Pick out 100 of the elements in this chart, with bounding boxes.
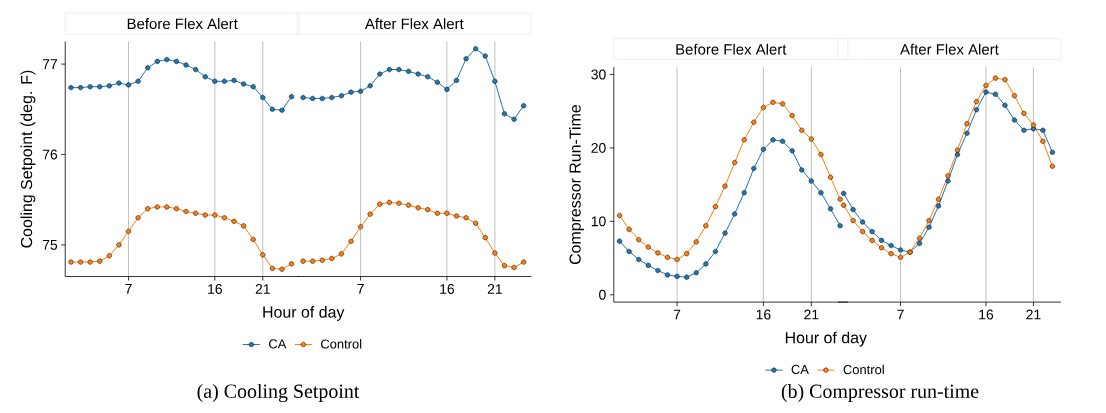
point (145, 65, 151, 71)
point (954, 147, 961, 153)
point (983, 89, 989, 95)
point (125, 228, 132, 234)
point (68, 259, 74, 265)
point (396, 66, 402, 73)
point (358, 88, 364, 94)
point (860, 219, 866, 225)
point (1021, 127, 1027, 133)
point (250, 84, 256, 90)
point (241, 81, 247, 87)
point (636, 237, 642, 243)
point (799, 167, 805, 173)
point (492, 78, 498, 84)
x-tick-label: 7 (357, 284, 364, 294)
point (751, 165, 757, 171)
point (154, 58, 160, 64)
point (1021, 110, 1027, 116)
point (183, 62, 189, 68)
point (1049, 149, 1055, 155)
point (879, 237, 885, 243)
point (655, 267, 661, 274)
y-tick-label: 10 (591, 216, 606, 227)
y-tick-label: 0 (599, 289, 606, 300)
point (684, 274, 690, 280)
x-tick-label: 16 (979, 309, 994, 320)
x-tick-label: 16 (440, 284, 455, 294)
legend-label: Control (843, 364, 884, 375)
point (841, 202, 847, 208)
point (319, 257, 325, 263)
point (310, 258, 316, 264)
point (626, 248, 632, 254)
point (358, 224, 364, 230)
point (973, 99, 980, 105)
point (482, 53, 488, 59)
chart-title: Before Flex Alert (127, 18, 238, 30)
point (703, 261, 709, 267)
point (289, 94, 295, 100)
point (945, 178, 951, 184)
x-tick-label: 21 (487, 284, 502, 294)
x-tick-label: 16 (756, 309, 771, 320)
point (664, 272, 671, 278)
point (173, 206, 180, 212)
point (789, 113, 795, 119)
point (406, 202, 412, 208)
point (319, 95, 325, 102)
point (722, 183, 728, 189)
legend-label: CA (269, 339, 287, 349)
point (916, 235, 923, 241)
point (377, 71, 383, 77)
point (693, 239, 699, 245)
point (674, 256, 680, 263)
point (377, 201, 383, 207)
point (1049, 163, 1055, 169)
point (983, 82, 989, 89)
point (511, 116, 517, 122)
point (221, 78, 227, 84)
point (626, 226, 632, 232)
point (125, 82, 132, 88)
point (869, 229, 875, 235)
y-tick-label: 75 (42, 240, 58, 250)
point (684, 251, 690, 257)
point (898, 247, 904, 253)
chart-title: After Flex Alert (900, 43, 999, 55)
point (964, 130, 970, 136)
point (87, 84, 93, 90)
point (935, 203, 942, 209)
point (1040, 127, 1046, 133)
point (386, 199, 392, 205)
point (202, 212, 208, 218)
y-axis-title: Compressor Run-Time (569, 105, 584, 265)
point (367, 83, 373, 89)
point (154, 204, 160, 210)
point (78, 85, 84, 91)
point (87, 259, 93, 265)
point (722, 230, 728, 236)
x-tick-label: 7 (897, 309, 904, 320)
point (837, 223, 843, 229)
point (837, 196, 843, 202)
legend-label: Control (321, 339, 362, 349)
y-axis-title: Cooling Setpoint (deg. F) (20, 70, 36, 248)
point (106, 83, 112, 89)
point (473, 46, 479, 52)
point (425, 74, 431, 80)
point (616, 212, 623, 218)
point (780, 138, 786, 144)
point (348, 238, 354, 244)
point (367, 211, 373, 217)
point (674, 273, 680, 279)
chart-title: Before Flex Alert (676, 43, 787, 55)
point (300, 258, 306, 264)
point (415, 205, 421, 211)
point (799, 127, 805, 133)
point (329, 255, 335, 261)
point (434, 210, 440, 216)
point (732, 160, 738, 166)
point (741, 190, 747, 196)
point (964, 121, 970, 127)
point (655, 250, 661, 256)
point (712, 204, 718, 210)
